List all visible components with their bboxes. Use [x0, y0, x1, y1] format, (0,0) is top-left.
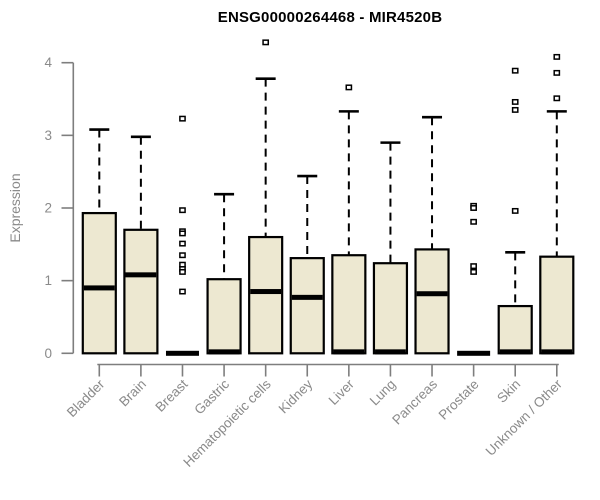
x-tick-label: Pancreas [389, 376, 440, 427]
outlier-point [511, 207, 519, 214]
median-line [375, 349, 406, 355]
collapsed-box [165, 350, 199, 356]
outlier-point [179, 207, 186, 214]
iqr-box [289, 257, 325, 355]
y-tick-label: 4 [44, 55, 52, 70]
x-tick-label: Unknown / Other [483, 376, 566, 459]
x-tick-label: Gastric [191, 376, 232, 417]
iqr-box [372, 262, 409, 355]
median-line [416, 291, 448, 297]
iqr-box [81, 211, 117, 355]
outlier-point [179, 268, 186, 275]
outlier-point [553, 69, 561, 76]
outlier-point [179, 240, 186, 247]
collapsed-box [457, 350, 491, 356]
x-tick-label: Prostate [436, 377, 482, 423]
iqr-box [331, 254, 367, 355]
box-group-liver [331, 84, 367, 355]
median-line [333, 349, 365, 355]
box-group-brain [123, 135, 159, 355]
iqr-box [539, 255, 575, 355]
box-group-unknown-other [539, 53, 575, 355]
outlier-point [511, 98, 519, 105]
box-group-gastric [206, 192, 242, 355]
median-line [541, 349, 573, 355]
iqr-box [497, 304, 533, 355]
outlier-point [179, 115, 186, 122]
median-line [208, 349, 240, 355]
outlier-point [179, 288, 186, 295]
box-group-bladder [81, 128, 117, 355]
y-tick-label: 2 [44, 201, 52, 216]
outlier-point [511, 106, 519, 113]
y-axis: 0 1 2 3 4 [44, 55, 75, 361]
box-group-breast [165, 115, 199, 356]
outlier-point [470, 205, 477, 211]
y-tick-label: 0 [44, 346, 52, 361]
outlier-point [345, 84, 353, 91]
median-line [291, 294, 323, 300]
x-tick-label: Breast [152, 376, 190, 414]
outlier-point [179, 230, 186, 237]
outlier-point [262, 39, 270, 46]
x-tick-label: Kidney [276, 376, 316, 416]
iqr-box [123, 228, 159, 355]
outlier-point [179, 252, 186, 259]
outlier-point [470, 263, 477, 270]
box-group-lung [372, 141, 409, 355]
x-tick-label: Liver [326, 376, 358, 408]
y-tick-label: 1 [44, 273, 52, 288]
median-line [125, 272, 157, 278]
median-line [250, 289, 282, 295]
outlier-point [511, 67, 519, 74]
box-group-pancreas [414, 115, 450, 355]
outlier-point [553, 53, 561, 60]
outlier-point [553, 95, 561, 102]
iqr-box [248, 235, 284, 355]
x-tick-label: Lung [367, 377, 399, 409]
outlier-point [470, 218, 477, 225]
y-tick-label: 3 [44, 128, 52, 143]
x-tick-label: Skin [494, 377, 523, 406]
iqr-box [206, 278, 242, 355]
x-tick-label: Brain [116, 377, 149, 410]
outlier-point [470, 268, 477, 275]
median-line [499, 349, 531, 355]
iqr-box [414, 248, 450, 355]
chart-title: ENSG00000264468 - MIR4520B [217, 9, 443, 26]
box-group-skin [497, 67, 533, 355]
box-group-prostate [457, 202, 491, 356]
box-group-kidney [289, 174, 325, 355]
x-tick-label: Bladder [64, 376, 108, 420]
box-group-hematopoietic-cells [248, 39, 284, 355]
median-line [83, 285, 115, 291]
